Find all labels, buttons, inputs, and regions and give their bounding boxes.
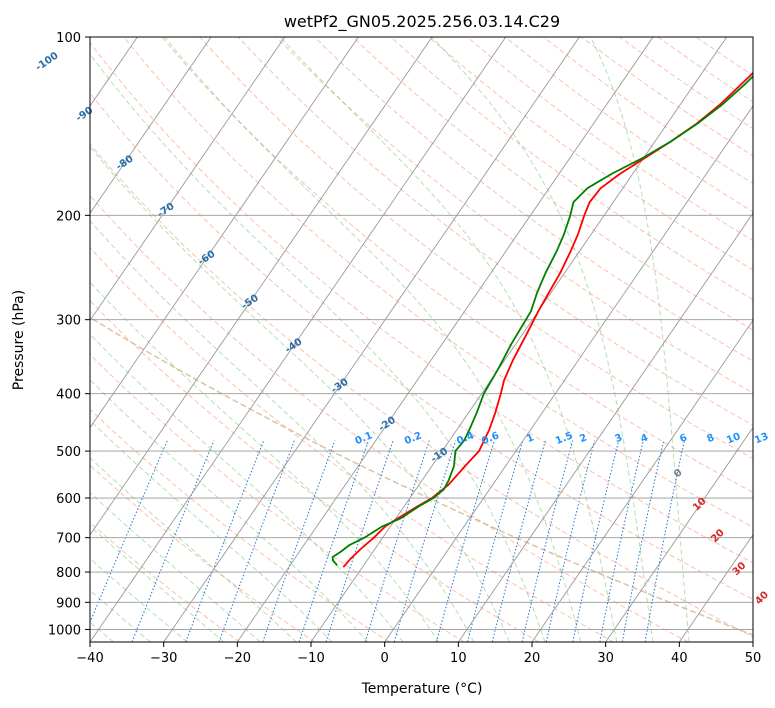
isotherm-line <box>384 105 753 642</box>
profile-series <box>331 71 753 568</box>
reference-curve <box>90 316 753 636</box>
background-lines <box>90 37 753 642</box>
moist-adiabat <box>90 281 439 642</box>
isotherm-line <box>90 37 212 214</box>
y-tick-label: 100 <box>56 31 81 46</box>
moist-adiabat <box>90 53 546 642</box>
mixing-ratio-label: 10 <box>725 431 742 446</box>
y-tick-label: 600 <box>56 492 81 507</box>
mixing-ratio-line <box>491 440 546 642</box>
dry-adiabat <box>90 353 465 642</box>
y-tick-label: 900 <box>56 596 81 611</box>
mixing-ratio-line <box>572 440 620 642</box>
dry-adiabat <box>275 37 753 394</box>
mixing-ratio-line <box>298 440 369 642</box>
isotherm-line <box>457 212 753 642</box>
mixing-ratio-line <box>131 440 215 642</box>
mixing-ratio-line <box>262 440 336 642</box>
mixing-ratio-line <box>90 440 168 624</box>
y-tick-label: 1000 <box>48 623 81 638</box>
dry-adiabat <box>90 194 689 642</box>
mixing-ratio-label: 3 <box>613 432 624 445</box>
moist-adiabat <box>590 37 690 642</box>
dry-adiabat <box>90 464 315 642</box>
isotherm-line <box>531 319 753 642</box>
isotherm-line <box>678 533 753 642</box>
moist-adiabat <box>164 37 582 642</box>
x-tick-label: −30 <box>150 651 177 666</box>
moist-adiabat <box>90 589 151 642</box>
y-tick-label: 700 <box>56 532 81 547</box>
mixing-ratio-line <box>218 440 295 642</box>
mixing-ratio-line <box>467 440 524 642</box>
dry-adiabat <box>123 37 753 528</box>
dry-adiabat <box>90 92 753 601</box>
moist-adiabat <box>90 419 333 642</box>
y-tick-label: 400 <box>56 388 81 403</box>
isotherm-line <box>90 37 433 536</box>
x-axis-label: Temperature (°C) <box>361 681 483 697</box>
moist-adiabat <box>90 145 510 642</box>
mixing-ratio-line <box>521 440 574 642</box>
y-tick-label: 800 <box>56 566 81 581</box>
moist-adiabat <box>90 220 475 642</box>
x-tick-label: 0 <box>381 651 389 666</box>
mixing-ratio-line <box>545 440 596 642</box>
isotherm-line <box>90 37 507 642</box>
isotherm-line <box>310 37 728 642</box>
grid-lines <box>90 37 753 642</box>
moist-adiabat <box>90 379 369 642</box>
x-tick-label: 50 <box>745 651 762 666</box>
dry-adiabat <box>90 300 540 642</box>
moist-adiabat <box>90 557 188 642</box>
x-tick-label: −40 <box>76 651 103 666</box>
x-tick-label: −20 <box>224 651 251 666</box>
mixing-ratio-line <box>325 440 394 642</box>
dry-adiabat <box>161 37 753 494</box>
x-axis-ticks: −40 −30 −20 −10 0 10 20 30 40 50 <box>76 642 761 666</box>
mixing-ratio-label: 1 <box>525 432 536 445</box>
isotherm-line <box>90 37 359 429</box>
dry-adiabat <box>90 408 390 642</box>
isotherm-line <box>90 37 286 322</box>
dewpoint-line <box>331 75 753 566</box>
x-tick-label: 20 <box>524 651 541 666</box>
mixing-ratio-label: 8 <box>706 432 717 445</box>
mixing-ratio-line <box>621 440 665 642</box>
mixing-ratio-line <box>644 440 685 642</box>
mixing-ratio-label: 4 <box>639 432 650 445</box>
x-tick-label: 40 <box>671 651 688 666</box>
mixing-ratio-line <box>435 440 495 642</box>
x-tick-label: −10 <box>297 651 324 666</box>
mixing-ratio-label: 6 <box>678 432 689 445</box>
mixing-ratio-line <box>599 440 644 642</box>
mixing-ratio-label: 13 <box>753 431 770 446</box>
dry-adiabat <box>90 247 614 642</box>
x-tick-label: 10 <box>450 651 467 666</box>
y-tick-label: 500 <box>56 445 81 460</box>
mixing-ratio-line <box>364 440 430 642</box>
mixing-ratio-label: 2 <box>578 432 589 445</box>
dry-adiabat <box>390 37 753 301</box>
y-axis-label: Pressure (hPa) <box>11 290 27 390</box>
chart-title: wetPf2_GN05.2025.256.03.14.C29 <box>284 12 560 32</box>
isotherm-line <box>605 426 753 642</box>
moist-adiabat <box>431 37 654 642</box>
y-axis-ticks: 100 200 300 400 500 600 700 800 900 1000 <box>48 31 90 638</box>
plot-frame <box>89 36 754 643</box>
dry-adiabat <box>237 37 753 426</box>
moist-adiabat <box>90 525 225 642</box>
isotherm-line <box>236 37 654 642</box>
x-tick-label: 30 <box>597 651 614 666</box>
y-tick-label: 200 <box>56 209 81 224</box>
y-tick-label: 300 <box>56 314 81 329</box>
isotherm-line <box>163 37 580 642</box>
moist-adiabat <box>90 457 297 642</box>
